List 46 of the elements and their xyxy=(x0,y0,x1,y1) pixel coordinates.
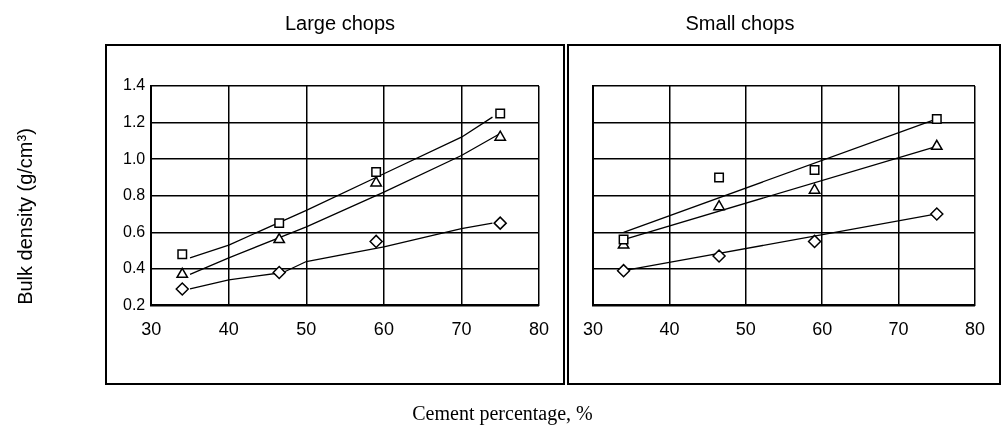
x-tick-label: 50 xyxy=(296,319,317,340)
x-tick-label: 60 xyxy=(812,319,833,340)
point xyxy=(176,267,189,279)
point xyxy=(495,108,506,119)
x-tick-label: 70 xyxy=(451,319,472,340)
y-tick-label: 0.6 xyxy=(122,222,146,240)
x-tick-label: 40 xyxy=(218,319,239,340)
x-tick-label: 60 xyxy=(373,319,394,340)
point xyxy=(273,232,286,244)
point xyxy=(494,130,507,141)
point xyxy=(369,234,383,249)
point xyxy=(616,263,631,278)
y-tick-label: 0.4 xyxy=(122,259,146,277)
point xyxy=(712,249,726,263)
point xyxy=(930,207,944,221)
point xyxy=(618,234,629,245)
x-tick-label: 80 xyxy=(964,319,985,340)
point xyxy=(807,234,822,249)
point xyxy=(493,216,507,230)
point xyxy=(714,172,725,183)
y-tick-label: 0.8 xyxy=(122,186,146,204)
x-tick-label: 80 xyxy=(528,319,549,340)
point xyxy=(809,165,820,176)
point xyxy=(808,183,821,194)
y-axis-title: Bulk density (g/cm³) xyxy=(13,127,37,307)
point xyxy=(713,199,726,211)
point xyxy=(931,113,942,124)
point xyxy=(930,139,943,151)
point xyxy=(370,176,383,187)
x-tick-label: 30 xyxy=(583,319,604,340)
y-tick-label: 1.0 xyxy=(122,149,146,167)
x-axis-title: Cement percentage, % xyxy=(411,402,594,425)
chart-title: Small chops xyxy=(684,12,796,35)
point xyxy=(274,218,285,229)
y-tick-label: 0.2 xyxy=(122,295,146,313)
point xyxy=(371,166,382,177)
point xyxy=(272,265,286,280)
point xyxy=(175,282,190,296)
x-tick-label: 50 xyxy=(735,319,756,340)
x-tick-label: 40 xyxy=(659,319,680,340)
y-tick-label: 1.4 xyxy=(122,76,146,94)
y-tick-label: 1.2 xyxy=(122,112,146,130)
x-tick-label: 30 xyxy=(141,319,162,340)
x-tick-label: 70 xyxy=(888,319,909,340)
chart-title: Large chops xyxy=(283,12,397,35)
point xyxy=(177,249,188,260)
